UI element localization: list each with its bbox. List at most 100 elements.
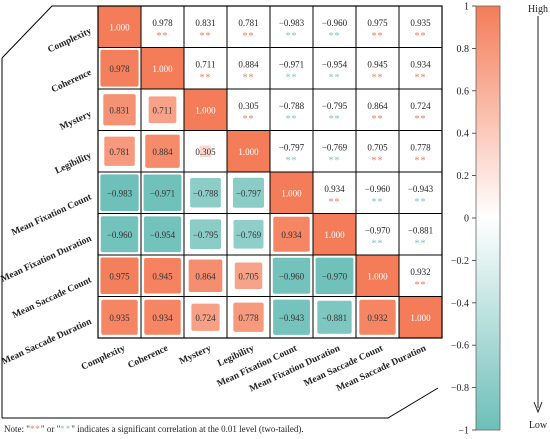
significance-stars: ** <box>286 114 298 125</box>
color-bar-tick-label: 0 <box>464 214 469 225</box>
cell-square <box>144 258 181 294</box>
cell-square <box>100 216 139 253</box>
value-label: 0.305 <box>238 101 259 111</box>
cell-square <box>273 299 310 335</box>
value-label: 0.978 <box>152 18 173 28</box>
row-label: Mean Fixation Count <box>10 192 94 238</box>
cell-diagonal <box>141 48 184 89</box>
value-label: −0.769 <box>236 230 262 240</box>
significance-stars: ** <box>372 238 384 249</box>
significance-stars: ** <box>415 72 427 83</box>
row-label: Mean Saccade Count <box>11 275 94 321</box>
value-label: 0.932 <box>410 267 430 277</box>
color-bar-tick-label: 0.2 <box>457 171 470 182</box>
value-label: 0.934 <box>324 184 345 194</box>
cell-square <box>143 174 182 211</box>
significance-stars: ** <box>200 72 212 83</box>
value-label: −0.960 <box>365 184 391 194</box>
value-label: 0.705 <box>238 271 259 281</box>
value-label: −0.970 <box>365 225 391 235</box>
color-bar-tick-label: −0.2 <box>451 256 469 267</box>
significance-stars: ** <box>415 197 427 208</box>
value-label: 0.831 <box>109 105 129 115</box>
significance-stars: ** <box>372 114 384 125</box>
cell-frame <box>398 254 443 297</box>
cell-square <box>144 299 181 335</box>
significance-stars: ** <box>329 155 341 166</box>
frame-line-bottom <box>2 387 439 419</box>
significance-stars: ** <box>286 155 298 166</box>
cell-square <box>190 177 221 208</box>
value-label: 0.778 <box>238 313 259 323</box>
value-label: 0.975 <box>367 18 388 28</box>
cell-square <box>359 299 396 335</box>
value-label: 0.935 <box>410 18 431 28</box>
cell-square <box>103 94 136 126</box>
cell-square <box>145 134 180 168</box>
value-label: 0.831 <box>195 18 215 28</box>
significance-stars: ** <box>415 280 427 291</box>
value-label: −0.970 <box>322 271 348 281</box>
cell-square <box>315 257 354 294</box>
value-label: 1.000 <box>410 313 431 323</box>
value-label: −0.797 <box>279 142 305 152</box>
value-label: 1.000 <box>238 147 259 157</box>
grid-border <box>97 5 443 339</box>
cell-square <box>188 259 223 292</box>
value-label: −0.954 <box>150 230 176 240</box>
cell-frame <box>355 171 400 214</box>
value-label: −0.943 <box>408 184 434 194</box>
cell-square <box>233 302 264 332</box>
significance-stars: ** <box>372 155 384 166</box>
value-label: −0.971 <box>150 188 175 198</box>
value-label: 1.000 <box>324 230 345 240</box>
cell-diagonal <box>399 297 442 338</box>
cell-diagonal <box>270 172 313 213</box>
value-label: 0.781 <box>238 18 258 28</box>
cell-square <box>100 49 139 87</box>
value-label: −0.983 <box>279 18 305 28</box>
value-label: −0.788 <box>279 101 305 111</box>
significance-stars: ** <box>415 114 427 125</box>
significance-stars: ** <box>372 197 384 208</box>
significance-stars: ** <box>415 238 427 249</box>
significance-stars: ** <box>415 31 427 42</box>
value-label: −0.943 <box>279 313 305 323</box>
significance-stars: ** <box>286 31 298 42</box>
value-label: −0.769 <box>322 142 348 152</box>
note-middle: " or " <box>40 424 61 434</box>
column-label: Coherence <box>126 344 169 371</box>
cell-square <box>104 136 135 166</box>
row-label: Complexity <box>46 26 93 55</box>
value-label: 0.724 <box>195 313 216 323</box>
cell-frame <box>398 88 443 131</box>
cell-frame <box>398 5 443 48</box>
significance-stars: ** <box>243 72 255 83</box>
significance-stars: ** <box>372 72 384 83</box>
value-label: 0.778 <box>410 142 431 152</box>
significance-stars: ** <box>243 114 255 125</box>
cell-square <box>189 219 222 250</box>
cell-frame <box>355 130 400 173</box>
significance-stars: ** <box>329 31 341 42</box>
value-label: −0.954 <box>322 59 348 69</box>
cell-square <box>272 257 311 294</box>
cell-square <box>143 216 182 253</box>
cell-square <box>191 303 220 331</box>
footnote: Note: "**" or "**" indicates a significa… <box>4 424 304 434</box>
cell-square <box>233 219 264 249</box>
row-label: Coherence <box>50 68 93 95</box>
value-label: 0.932 <box>367 313 387 323</box>
value-label: −0.960 <box>107 230 133 240</box>
significance-stars: ** <box>286 72 298 83</box>
color-bar-tick-label: 0.4 <box>457 129 470 140</box>
significance-stars: ** <box>200 31 212 42</box>
note-cyan-stars: ** <box>60 424 72 434</box>
value-label: 0.711 <box>196 59 216 69</box>
row-label: Legibility <box>54 151 94 177</box>
cell-square <box>232 177 265 208</box>
cell-square <box>100 257 139 295</box>
value-label: 0.864 <box>367 101 388 111</box>
significance-stars: ** <box>372 31 384 42</box>
cell-diagonal <box>184 89 227 130</box>
